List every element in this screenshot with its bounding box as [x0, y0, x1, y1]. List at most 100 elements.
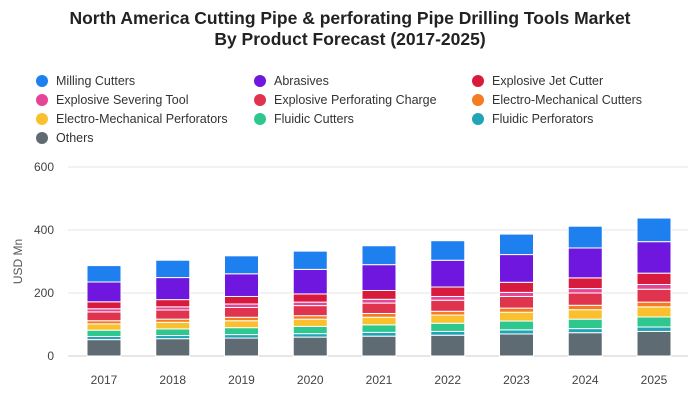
chart-title-line-1: North America Cutting Pipe & perforating… [69, 8, 631, 28]
bar-segment-electro-mechanical-perforators-2021[interactable] [361, 316, 397, 326]
bar-segment-electro-mechanical-cutters-2024[interactable] [567, 304, 603, 311]
bar-segment-fluidic-cutters-2017[interactable] [86, 329, 122, 337]
legend-item-others[interactable]: Others [36, 131, 94, 145]
bar-segment-explosive-jet-cutter-2025[interactable] [636, 272, 672, 285]
legend-swatch [254, 94, 266, 106]
bar-segment-electro-mechanical-cutters-2021[interactable] [361, 312, 397, 318]
bar-segment-others-2020[interactable] [292, 336, 328, 357]
bar-segment-milling-cutters-2020[interactable] [292, 250, 328, 270]
bar-segment-fluidic-perforators-2022[interactable] [430, 330, 466, 336]
bar-segment-others-2024[interactable] [567, 332, 603, 357]
bar-segment-explosive-perforating-charge-2020[interactable] [292, 305, 328, 317]
bar-segment-abrasives-2018[interactable] [155, 277, 191, 301]
bar-segment-electro-mechanical-cutters-2022[interactable] [430, 310, 466, 316]
bar-segment-explosive-severing-tool-2021[interactable] [361, 298, 397, 304]
bar-segment-explosive-jet-cutter-2024[interactable] [567, 277, 603, 290]
bar-segment-explosive-perforating-charge-2023[interactable] [499, 295, 534, 309]
bar-segment-abrasives-2017[interactable] [86, 281, 122, 303]
bar-segment-fluidic-perforators-2019[interactable] [224, 334, 259, 339]
bar-segment-abrasives-2025[interactable] [636, 241, 672, 274]
bar-segment-fluidic-cutters-2021[interactable] [361, 324, 397, 333]
x-tick-label: 2025 [641, 373, 668, 387]
legend-item-fluidic-cutters[interactable]: Fluidic Cutters [254, 112, 354, 126]
bar-segment-milling-cutters-2022[interactable] [430, 240, 466, 261]
bar-segment-electro-mechanical-cutters-2025[interactable] [636, 301, 672, 308]
bar-segment-electro-mechanical-cutters-2019[interactable] [224, 316, 259, 322]
bar-segment-electro-mechanical-perforators-2017[interactable] [86, 323, 122, 331]
bar-segment-explosive-severing-tool-2022[interactable] [430, 295, 466, 301]
bar-segment-electro-mechanical-perforators-2024[interactable] [567, 309, 603, 320]
bar-segment-fluidic-perforators-2025[interactable] [636, 326, 672, 332]
bar-segment-electro-mechanical-perforators-2025[interactable] [636, 306, 672, 318]
y-tick-label: 0 [47, 349, 54, 363]
bar-segment-fluidic-perforators-2023[interactable] [499, 329, 534, 335]
legend-item-electro-mechanical-cutters[interactable]: Electro-Mechanical Cutters [472, 93, 642, 107]
bar-segment-explosive-severing-tool-2025[interactable] [636, 283, 672, 290]
bar-segment-milling-cutters-2024[interactable] [567, 225, 603, 249]
bar-segment-explosive-severing-tool-2023[interactable] [499, 291, 534, 297]
bar-segment-milling-cutters-2025[interactable] [636, 217, 672, 243]
bar-segment-electro-mechanical-perforators-2022[interactable] [430, 314, 466, 324]
legend-item-milling-cutters[interactable]: Milling Cutters [36, 74, 135, 88]
bar-segment-explosive-jet-cutter-2020[interactable] [292, 293, 328, 303]
bar-segment-electro-mechanical-perforators-2019[interactable] [224, 320, 259, 329]
bar-segment-fluidic-cutters-2019[interactable] [224, 327, 259, 336]
bar-segment-abrasives-2020[interactable] [292, 268, 328, 295]
bar-segment-milling-cutters-2019[interactable] [224, 255, 259, 275]
bar-segment-fluidic-perforators-2021[interactable] [361, 331, 397, 337]
bar-segment-electro-mechanical-perforators-2020[interactable] [292, 318, 328, 327]
bar-segment-fluidic-cutters-2023[interactable] [499, 320, 534, 331]
bar-segment-others-2025[interactable] [636, 330, 672, 357]
bar-segment-explosive-perforating-charge-2018[interactable] [155, 309, 191, 320]
bar-segment-explosive-severing-tool-2019[interactable] [224, 303, 259, 308]
legend-item-electro-mechanical-perforators[interactable]: Electro-Mechanical Perforators [36, 112, 228, 126]
bar-segment-explosive-jet-cutter-2021[interactable] [361, 289, 397, 300]
bar-segment-fluidic-cutters-2024[interactable] [567, 318, 603, 330]
chart-title: North America Cutting Pipe & perforating… [0, 8, 700, 50]
bar-segment-others-2022[interactable] [430, 334, 466, 357]
bar-segment-others-2021[interactable] [361, 335, 397, 357]
bar-segment-milling-cutters-2021[interactable] [361, 245, 397, 266]
bar-segment-milling-cutters-2018[interactable] [155, 259, 191, 279]
bar-segment-abrasives-2019[interactable] [224, 273, 259, 297]
bar-segment-explosive-perforating-charge-2017[interactable] [86, 311, 122, 322]
bar-segment-electro-mechanical-perforators-2023[interactable] [499, 311, 534, 322]
bar-segment-explosive-jet-cutter-2017[interactable] [86, 301, 122, 310]
bar-segment-explosive-perforating-charge-2021[interactable] [361, 302, 397, 314]
bar-segment-abrasives-2022[interactable] [430, 259, 466, 288]
bar-segment-explosive-jet-cutter-2018[interactable] [155, 299, 191, 308]
bar-segment-electro-mechanical-perforators-2018[interactable] [155, 321, 191, 330]
bar-segment-electro-mechanical-cutters-2023[interactable] [499, 307, 534, 313]
bar-segment-fluidic-perforators-2024[interactable] [567, 328, 603, 334]
legend-item-explosive-perforating-charge[interactable]: Explosive Perforating Charge [254, 93, 437, 107]
bar-segment-fluidic-cutters-2022[interactable] [430, 322, 466, 332]
bar-segment-explosive-perforating-charge-2019[interactable] [224, 306, 259, 318]
bar-segment-milling-cutters-2017[interactable] [86, 265, 122, 283]
bar-segment-others-2019[interactable] [224, 337, 259, 357]
legend-item-fluidic-perforators[interactable]: Fluidic Perforators [472, 112, 593, 126]
bar-segment-explosive-perforating-charge-2024[interactable] [567, 292, 603, 306]
bar-segment-explosive-severing-tool-2020[interactable] [292, 301, 328, 307]
legend-label: Explosive Severing Tool [56, 93, 189, 107]
bar-segment-explosive-jet-cutter-2019[interactable] [224, 295, 259, 305]
bar-segment-abrasives-2021[interactable] [361, 264, 397, 291]
bar-segment-abrasives-2023[interactable] [499, 254, 534, 283]
bar-segment-fluidic-cutters-2025[interactable] [636, 316, 672, 328]
bar-segment-explosive-jet-cutter-2023[interactable] [499, 281, 534, 293]
bar-segment-electro-mechanical-cutters-2020[interactable] [292, 315, 328, 320]
bar-segment-explosive-perforating-charge-2025[interactable] [636, 288, 672, 303]
bar-segment-abrasives-2024[interactable] [567, 247, 603, 279]
bar-segment-others-2017[interactable] [86, 339, 122, 357]
bar-segment-others-2018[interactable] [155, 338, 191, 357]
bar-segment-explosive-jet-cutter-2022[interactable] [430, 286, 466, 297]
bar-segment-milling-cutters-2023[interactable] [499, 233, 534, 256]
legend-item-explosive-severing-tool[interactable]: Explosive Severing Tool [36, 93, 188, 107]
legend-item-abrasives[interactable]: Abrasives [254, 74, 329, 88]
legend-item-explosive-jet-cutter[interactable]: Explosive Jet Cutter [472, 74, 603, 88]
bar-segment-fluidic-perforators-2020[interactable] [292, 333, 328, 338]
bar-segment-fluidic-cutters-2018[interactable] [155, 328, 191, 337]
bar-segment-fluidic-cutters-2020[interactable] [292, 325, 328, 335]
bar-segment-explosive-perforating-charge-2022[interactable] [430, 299, 466, 312]
bar-segment-explosive-severing-tool-2024[interactable] [567, 288, 603, 294]
bar-segment-others-2023[interactable] [499, 333, 534, 357]
